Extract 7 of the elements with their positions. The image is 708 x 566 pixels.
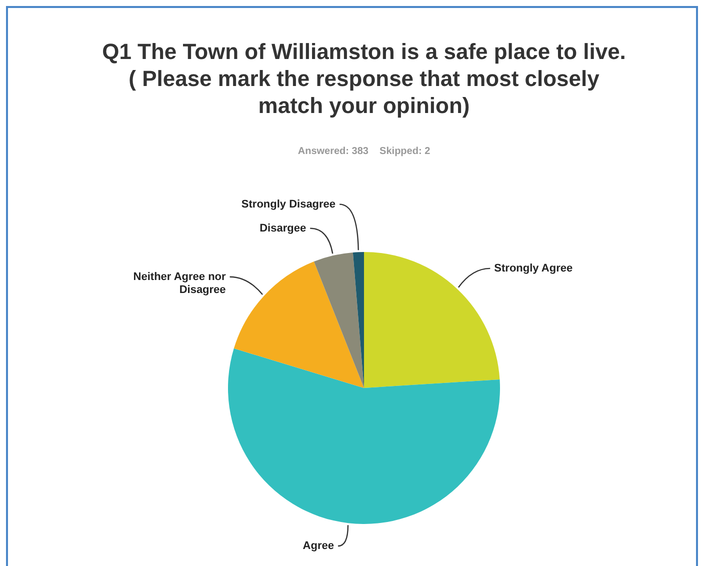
slice-label: Agree [302,540,334,552]
slice-label: Neither Agree nor Disagree [133,270,227,296]
slice-label: Disargee [260,222,306,234]
slice-label: Strongly Agree [494,262,573,274]
chart-subtitle: Answered: 383 Skipped: 2 [296,146,432,157]
chart-title: Q1 The Town of Williamston is a safe place to live. ( Please mark the response that most closely match your opinion) [101,38,627,119]
slice-label: Strongly Disagree [241,198,336,210]
